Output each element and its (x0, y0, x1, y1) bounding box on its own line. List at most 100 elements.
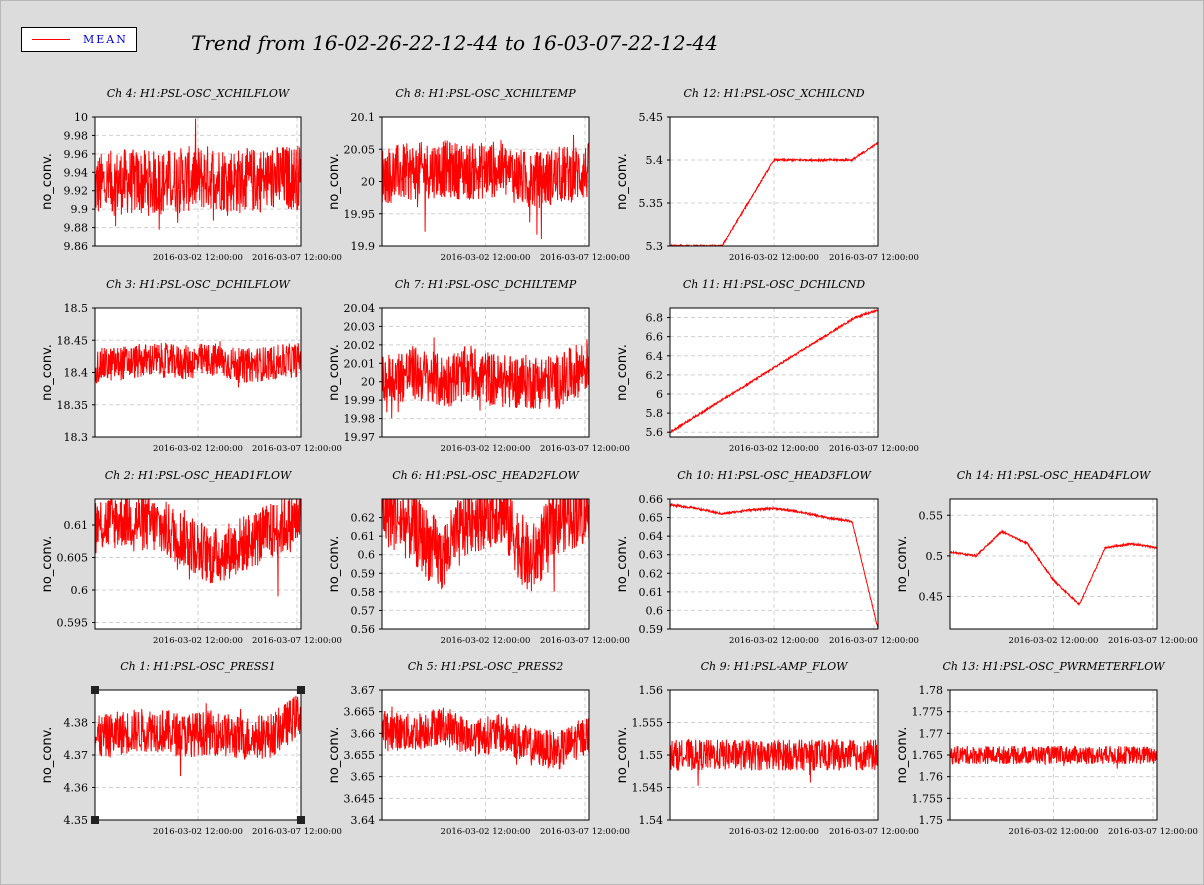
chart-panel: Ch 9: H1:PSL-AMP_FLOW 1.54 1.545 1.55 1.555 1… (615, 660, 919, 837)
plot-frame (381, 689, 590, 821)
series-line (95, 118, 301, 230)
y-tick-label: 1.55 (639, 749, 664, 762)
y-tick-label: 0.65 (639, 512, 664, 525)
plot-frame (669, 307, 879, 438)
x-tick-label: 2016-03-07 12:00:00 (1108, 827, 1198, 837)
y-tick-label: 0.6 (358, 549, 376, 562)
x-tick-label: 2016-03-07 12:00:00 (1108, 636, 1198, 646)
chart-title: Ch 11: H1:PSL-OSC_DCHILCND (683, 278, 865, 291)
x-tick-label: 2016-03-02 12:00:00 (1009, 636, 1099, 646)
y-axis-label: no_conv. (40, 153, 55, 210)
chart-title: Ch 10: H1:PSL-OSC_HEAD3FLOW (677, 469, 872, 482)
x-tick-label: 2016-03-02 12:00:00 (441, 253, 531, 263)
y-tick-label: 0.66 (639, 493, 664, 506)
chart-panel: Ch 5: H1:PSL-OSC_PRESS2 3.64 3.645 3.65 3.65… (327, 660, 630, 837)
plot-frame (94, 307, 302, 438)
y-tick-label: 0.59 (351, 567, 376, 580)
plot-frame (94, 689, 302, 821)
y-tick-label: 1.78 (919, 684, 944, 697)
y-tick-label: 19.97 (344, 431, 376, 444)
y-tick-label: 1.76 (919, 771, 944, 784)
y-tick-label: 19.9 (351, 240, 376, 253)
series-line (382, 337, 589, 419)
y-tick-label: 20.05 (344, 143, 376, 156)
chart-panel: Ch 10: H1:PSL-OSC_HEAD3FLOW 0.59 0.6 0.61 0.… (615, 469, 919, 646)
y-tick-label: 9.92 (64, 185, 89, 198)
y-tick-label: 0.595 (57, 617, 89, 630)
plot-frame (381, 498, 590, 630)
y-tick-label: 5.8 (646, 407, 664, 420)
y-tick-label: 0.6 (646, 604, 664, 617)
legend: MEAN (21, 27, 137, 52)
x-tick-label: 2016-03-02 12:00:00 (729, 827, 819, 837)
x-tick-label: 2016-03-02 12:00:00 (153, 253, 243, 263)
y-tick-label: 0.63 (639, 549, 664, 562)
y-tick-label: 20.04 (344, 302, 376, 315)
y-tick-label: 3.64 (351, 814, 376, 827)
y-tick-label: 9.86 (64, 240, 89, 253)
y-tick-label: 20.1 (351, 111, 376, 124)
chart-panel: Ch 4: H1:PSL-OSC_XCHILFLOW 9.86 9.88 9.9 9.9… (40, 87, 342, 263)
y-tick-label: 0.5 (926, 550, 944, 563)
y-tick-label: 4.37 (64, 749, 89, 762)
selection-handle (297, 816, 305, 824)
series-line (670, 738, 878, 786)
chart-panel: Ch 13: H1:PSL-OSC_PWRMETERFLOW 1.75 1.755 1… (895, 660, 1198, 837)
chart-panel: Ch 12: H1:PSL-OSC_XCHILCND 5.3 5.35 5.4 5.45… (615, 87, 919, 263)
y-tick-label: 5.35 (639, 197, 664, 210)
y-tick-label: 9.94 (64, 166, 89, 179)
selection-handle (91, 816, 99, 824)
chart-title: Ch 2: H1:PSL-OSC_HEAD1FLOW (105, 469, 293, 482)
series-line (950, 529, 1157, 606)
x-tick-label: 2016-03-07 12:00:00 (829, 827, 919, 837)
chart-panel: Ch 14: H1:PSL-OSC_HEAD4FLOW 0.45 0.5 0.55 20… (895, 469, 1198, 646)
chart-title: Ch 13: H1:PSL-OSC_PWRMETERFLOW (942, 660, 1166, 673)
y-axis-label: no_conv. (615, 727, 630, 784)
y-tick-label: 5.6 (646, 426, 664, 439)
y-axis-label: no_conv. (327, 727, 342, 784)
series-line (670, 308, 878, 434)
series-line (95, 499, 301, 597)
y-tick-label: 1.545 (632, 782, 664, 795)
y-tick-label: 3.66 (351, 727, 376, 740)
y-tick-label: 6.2 (646, 369, 664, 382)
x-tick-label: 2016-03-02 12:00:00 (441, 827, 531, 837)
y-tick-label: 0.57 (351, 604, 376, 617)
y-tick-label: 1.555 (632, 717, 664, 730)
series-line (670, 141, 878, 246)
y-axis-label: no_conv. (40, 344, 55, 401)
y-tick-label: 9.98 (64, 129, 89, 142)
y-tick-label: 0.6 (71, 584, 89, 597)
y-tick-label: 9.9 (71, 203, 89, 216)
y-tick-label: 0.61 (351, 530, 376, 543)
plot-frame (381, 116, 590, 247)
y-tick-label: 18.4 (64, 367, 89, 380)
y-tick-label: 6 (656, 388, 663, 401)
series-line (382, 499, 589, 592)
x-tick-label: 2016-03-07 12:00:00 (829, 636, 919, 646)
plot-frame (669, 689, 879, 821)
plot-frame (669, 498, 879, 630)
y-tick-label: 10 (74, 111, 88, 124)
legend-label: MEAN (83, 33, 128, 46)
y-axis-label: no_conv. (327, 153, 342, 210)
y-tick-label: 0.62 (639, 567, 664, 580)
y-tick-label: 19.98 (344, 413, 376, 426)
x-tick-label: 2016-03-07 12:00:00 (252, 444, 342, 454)
y-tick-label: 0.62 (351, 512, 376, 525)
y-axis-label: no_conv. (327, 536, 342, 593)
y-axis-label: no_conv. (615, 153, 630, 210)
y-tick-label: 3.655 (344, 749, 376, 762)
plot-frame (94, 498, 302, 630)
plot-frame (949, 689, 1158, 821)
series-line (382, 706, 589, 770)
x-tick-label: 2016-03-07 12:00:00 (540, 444, 630, 454)
y-axis-label: no_conv. (895, 536, 910, 593)
y-tick-label: 6.6 (646, 331, 664, 344)
chart-panel: Ch 3: H1:PSL-OSC_DCHILFLOW 18.3 18.35 18.4 1… (40, 278, 342, 454)
chart-title: Ch 3: H1:PSL-OSC_DCHILFLOW (106, 278, 291, 291)
plot-frame (381, 307, 590, 438)
y-tick-label: 19.95 (344, 208, 376, 221)
chart-title: Ch 8: H1:PSL-OSC_XCHILTEMP (395, 87, 576, 100)
y-tick-label: 1.54 (639, 814, 664, 827)
